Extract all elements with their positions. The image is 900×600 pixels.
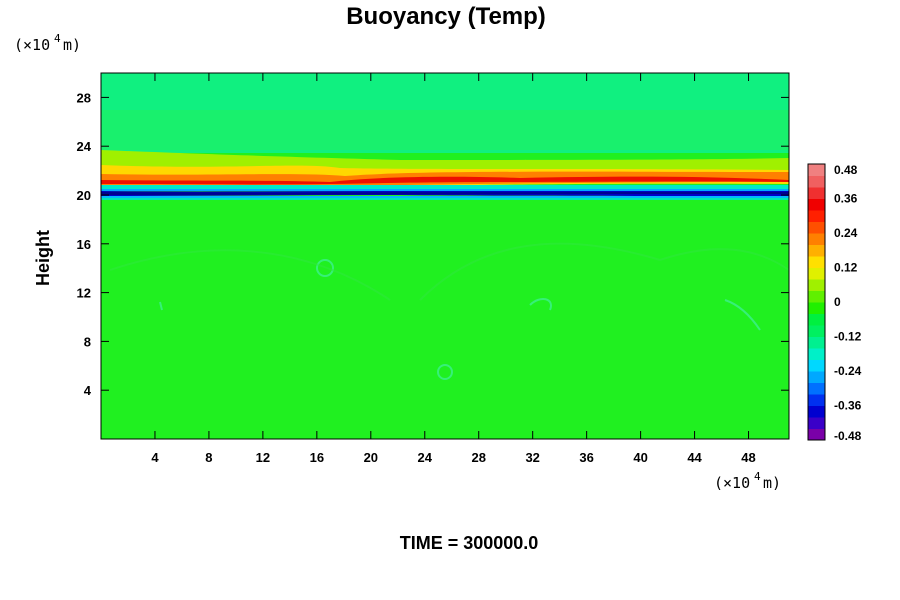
y-tick-label: 16 xyxy=(77,237,91,252)
x-tick-label: 4 xyxy=(151,450,159,465)
y-tick-label: 12 xyxy=(77,286,91,301)
time-label: TIME = 300000.0 xyxy=(400,533,539,553)
colorbar-swatch xyxy=(808,325,825,337)
x-tick-label: 12 xyxy=(256,450,270,465)
colorbar-tick-label: 0 xyxy=(834,295,841,309)
plot-frame xyxy=(100,72,790,440)
chart-title: Buoyancy (Temp) xyxy=(346,3,546,30)
colorbar-swatch xyxy=(808,302,825,314)
x-axis-ticks: 4 8 12 16 20 24 28 32 36 40 44 48 xyxy=(151,73,756,465)
colorbar-swatch xyxy=(808,290,825,303)
x-unit-exponent: 4 xyxy=(754,470,761,483)
y-tick-label: 28 xyxy=(77,90,91,105)
colorbar-tick-label: 0.24 xyxy=(834,226,858,240)
x-tick-label: 24 xyxy=(418,450,433,465)
colorbar-tick-label: 0.48 xyxy=(834,163,858,177)
x-unit-prefix: (×10 xyxy=(714,474,750,492)
x-tick-label: 8 xyxy=(205,450,212,465)
cyan-below xyxy=(101,198,789,200)
colorbar-swatch xyxy=(808,198,825,211)
x-tick-label: 36 xyxy=(579,450,593,465)
x-unit-label: (×10 4 m) xyxy=(714,470,781,492)
colorbar-tick-label: -0.12 xyxy=(834,330,862,344)
colorbar-tick-label: -0.36 xyxy=(834,399,862,413)
light-blue-transition xyxy=(101,189,789,191)
upper-layer-mid xyxy=(101,110,789,150)
y-unit-suffix: m) xyxy=(63,36,81,54)
colorbar-swatch xyxy=(808,256,825,268)
colorbar-swatch xyxy=(808,417,825,429)
faint-features xyxy=(159,259,761,380)
colorbar-swatch xyxy=(808,313,825,326)
colorbar-tick-label: -0.24 xyxy=(834,364,862,378)
colorbar-swatch xyxy=(808,210,825,222)
colorbar-tick-label: -0.48 xyxy=(834,429,862,443)
x-tick-label: 44 xyxy=(687,450,702,465)
colorbar-tick-label: 0.12 xyxy=(834,261,858,275)
x-tick-label: 20 xyxy=(364,450,378,465)
cold-band-core xyxy=(101,192,789,195)
y-tick-label: 8 xyxy=(84,334,91,349)
colorbar-swatch xyxy=(808,394,825,406)
colorbar: 0.48 0.36 0.24 0.12 0 -0.12 -0.24 -0.36 -0.48 xyxy=(807,163,862,443)
colorbar-swatch xyxy=(808,267,825,280)
colorbar-frame xyxy=(807,163,826,441)
colorbar-swatch xyxy=(808,336,825,349)
y-unit-prefix: (×10 xyxy=(14,36,50,54)
x-tick-label: 16 xyxy=(310,450,324,465)
faint-arcs xyxy=(109,242,789,301)
colorbar-swatch xyxy=(808,221,825,234)
y-tick-label: 20 xyxy=(77,188,91,203)
y-axis-label: Height xyxy=(33,230,53,286)
colorbar-tick-label: 0.36 xyxy=(834,192,858,206)
x-unit-suffix: m) xyxy=(763,474,781,492)
y-unit-label: (×10 4 m) xyxy=(14,32,81,54)
x-tick-label: 32 xyxy=(525,450,539,465)
cyan-transition xyxy=(101,185,789,190)
y-tick-label: 24 xyxy=(77,139,92,154)
colorbar-swatch xyxy=(808,244,825,257)
y-axis-ticks: 4 8 12 16 20 24 28 xyxy=(77,90,789,398)
x-tick-label: 28 xyxy=(471,450,485,465)
colorbar-swatch xyxy=(808,348,825,360)
heatmap-field xyxy=(101,73,789,439)
colorbar-swatch xyxy=(808,428,825,441)
colorbar-swatch xyxy=(808,359,825,372)
colorbar-swatch xyxy=(808,164,825,176)
colorbar-swatch xyxy=(808,382,825,395)
blue-below xyxy=(101,196,789,198)
x-tick-label: 40 xyxy=(633,450,647,465)
x-tick-label: 48 xyxy=(741,450,755,465)
colorbar-swatch xyxy=(808,175,825,188)
colorbar-swatch xyxy=(808,279,825,291)
colorbar-swatch xyxy=(808,233,825,245)
warm-band-red xyxy=(101,176,789,185)
colorbar-swatch xyxy=(808,371,825,383)
y-unit-exponent: 4 xyxy=(54,32,61,45)
colorbar-swatch xyxy=(808,405,825,418)
y-tick-label: 4 xyxy=(84,383,92,398)
colorbar-swatch xyxy=(808,187,825,199)
